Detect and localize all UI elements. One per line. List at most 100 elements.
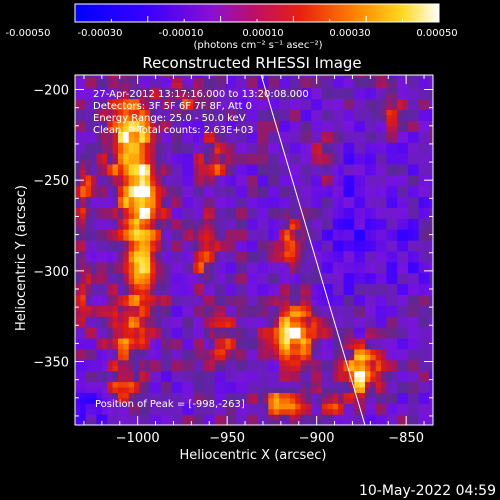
heatmap-cell	[322, 75, 328, 78]
heatmap-cell	[252, 75, 259, 78]
heatmap-cell	[364, 76, 371, 83]
heatmap-cell	[424, 120, 431, 127]
heatmap-cell	[166, 267, 173, 274]
heatmap-cell	[112, 114, 119, 121]
heatmap-cell	[305, 419, 312, 425]
heatmap-cell	[150, 147, 157, 154]
heatmap-cell	[284, 75, 291, 78]
heatmap-cell	[316, 212, 323, 219]
heatmap-cell	[182, 104, 189, 111]
heatmap-cell	[112, 365, 119, 372]
heatmap-cell	[354, 397, 361, 404]
heatmap-cell	[289, 234, 296, 241]
heatmap-cell	[424, 267, 431, 274]
heatmap-cell	[273, 283, 280, 290]
heatmap-cell	[257, 152, 264, 160]
heatmap-cell	[305, 316, 312, 323]
heatmap-cell	[252, 408, 259, 415]
heatmap-cell	[322, 191, 328, 198]
heatmap-cell	[252, 267, 259, 274]
heatmap-cell	[246, 332, 253, 339]
heatmap-cell	[295, 408, 302, 415]
heatmap-cell	[305, 180, 312, 187]
heatmap-cell	[123, 218, 130, 225]
heatmap-cell	[241, 201, 248, 208]
heatmap-cell	[289, 120, 296, 127]
heatmap-cell	[397, 196, 404, 203]
heatmap-cell	[160, 76, 167, 83]
heatmap-cell	[322, 131, 328, 138]
heatmap-cell	[316, 104, 323, 111]
heatmap-cell	[295, 229, 302, 236]
heatmap-cell	[177, 321, 183, 328]
heatmap-cell	[230, 174, 237, 181]
heatmap-cell	[246, 370, 253, 377]
heatmap-cell	[305, 283, 312, 290]
heatmap-cell	[295, 392, 302, 399]
heatmap-cell	[257, 337, 264, 344]
heatmap-cell	[273, 169, 280, 176]
heatmap-cell	[85, 299, 92, 306]
heatmap-cell	[386, 392, 393, 399]
heatmap-cell	[128, 267, 135, 274]
heatmap-cell	[332, 256, 339, 263]
heatmap-cell	[429, 267, 433, 274]
heatmap-cell	[171, 142, 178, 149]
heatmap-cell	[429, 169, 433, 176]
heatmap-cell	[80, 261, 87, 268]
heatmap-cell	[322, 76, 328, 83]
heatmap-cell	[370, 305, 377, 312]
heatmap-cell	[305, 75, 312, 78]
heatmap-cell	[219, 93, 226, 100]
heatmap-cell	[101, 370, 108, 377]
heatmap-cell	[381, 180, 388, 187]
heatmap-cell	[177, 272, 183, 279]
heatmap-cell	[139, 87, 146, 94]
heatmap-cell	[332, 207, 339, 214]
heatmap-cell	[397, 120, 404, 127]
heatmap-cell	[193, 321, 200, 328]
heatmap-cell	[262, 327, 269, 334]
heatmap-cell	[236, 185, 243, 192]
heatmap-cell	[144, 218, 151, 225]
heatmap-cell	[144, 207, 151, 214]
heatmap-cell	[364, 180, 371, 187]
heatmap-cell	[123, 212, 130, 219]
heatmap-cell	[338, 414, 345, 421]
heatmap-cell	[144, 359, 151, 366]
heatmap-cell	[284, 185, 291, 192]
heatmap-cell	[203, 136, 210, 143]
heatmap-cell	[268, 332, 275, 339]
heatmap-cell	[332, 261, 339, 268]
heatmap-cell	[219, 104, 226, 111]
heatmap-cell	[182, 392, 189, 399]
heatmap-cell	[429, 152, 433, 160]
heatmap-cell	[230, 104, 237, 111]
heatmap-cell	[343, 87, 350, 94]
heatmap-cell	[128, 163, 135, 170]
heatmap-cell	[144, 212, 151, 219]
heatmap-cell	[354, 234, 361, 241]
heatmap-cell	[375, 245, 382, 252]
heatmap-cell	[134, 414, 141, 421]
heatmap-cell	[219, 316, 226, 323]
heatmap-cell	[322, 142, 328, 149]
heatmap-cell	[381, 87, 388, 94]
heatmap-cell	[332, 310, 339, 317]
heatmap-cell	[219, 98, 226, 105]
heatmap-cell	[166, 283, 173, 290]
heatmap-cell	[91, 109, 98, 116]
heatmap-cell	[407, 419, 414, 425]
heatmap-cell	[144, 76, 151, 83]
heatmap-cell	[289, 174, 296, 181]
heatmap-cell	[381, 152, 388, 160]
heatmap-cell	[198, 343, 205, 350]
heatmap-cell	[236, 408, 243, 415]
heatmap-cell	[397, 185, 404, 192]
heatmap-cell	[144, 397, 151, 404]
heatmap-cell	[246, 337, 253, 344]
heatmap-cell	[177, 261, 183, 268]
heatmap-cell	[134, 278, 141, 285]
heatmap-cell	[91, 218, 98, 225]
heatmap-cell	[236, 136, 243, 143]
